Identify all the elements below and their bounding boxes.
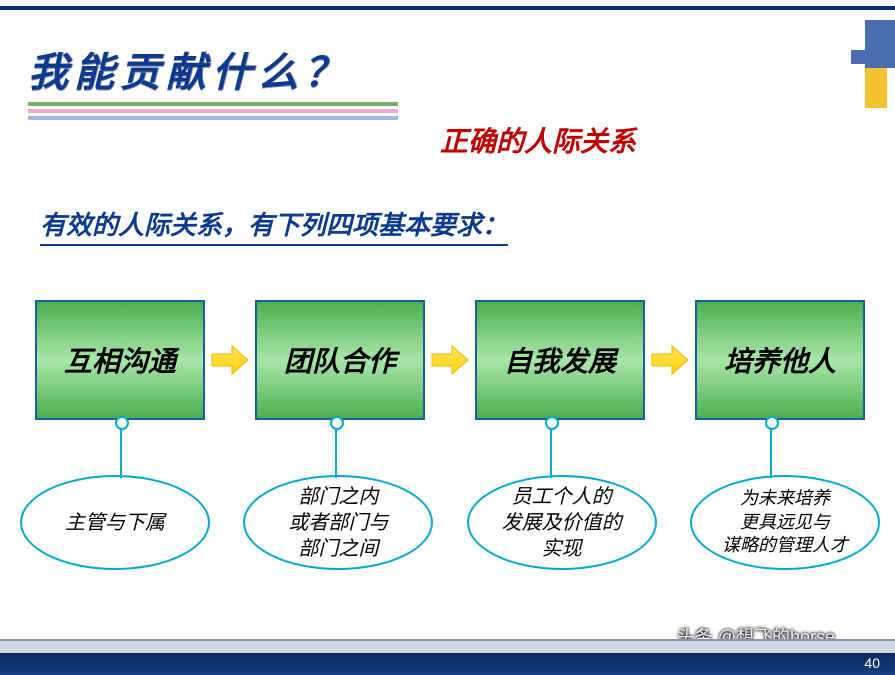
slide-subtitle: 正确的人际关系 bbox=[440, 120, 636, 160]
connector-dot bbox=[545, 416, 559, 430]
arrow-icon bbox=[210, 340, 250, 380]
flow-box-1: 互相沟通 bbox=[35, 300, 205, 420]
title-underline-3 bbox=[28, 116, 398, 120]
ellipse-row: 主管与下属 部门之内或者部门与部门之间 员工个人的发展及价值的实现 为未来培养更… bbox=[20, 475, 880, 570]
ellipse-4: 为未来培养更具远见与谋略的管理人才 bbox=[690, 475, 880, 570]
connector-dot bbox=[330, 416, 344, 430]
footer: 40 bbox=[0, 639, 895, 675]
slide: 我能贡献什么？ 正确的人际关系 有效的人际关系，有下列四项基本要求： 互相沟通 … bbox=[0, 0, 895, 675]
top-accent-bar bbox=[0, 6, 895, 10]
connector-line bbox=[335, 428, 337, 478]
flow-row: 互相沟通 团队合作 自我发展 培养他人 bbox=[35, 295, 865, 425]
corner-decoration bbox=[853, 20, 895, 100]
connector-line bbox=[550, 428, 552, 478]
slide-title: 我能贡献什么？ bbox=[28, 40, 398, 100]
footer-dark-bar: 40 bbox=[0, 653, 895, 675]
connector-dot bbox=[115, 416, 129, 430]
connector-line bbox=[770, 428, 772, 478]
flow-box-3: 自我发展 bbox=[475, 300, 645, 420]
connector-line bbox=[120, 428, 122, 478]
ellipse-1: 主管与下属 bbox=[20, 475, 210, 570]
title-underline-1 bbox=[28, 102, 398, 106]
flow-box-2: 团队合作 bbox=[255, 300, 425, 420]
corner-blue-small bbox=[851, 50, 865, 64]
ellipse-3: 员工个人的发展及价值的实现 bbox=[467, 475, 657, 570]
slide-title-block: 我能贡献什么？ bbox=[28, 40, 398, 120]
intro-text: 有效的人际关系，有下列四项基本要求： bbox=[40, 205, 508, 246]
arrow-icon bbox=[430, 340, 470, 380]
title-underline-2 bbox=[28, 109, 398, 113]
flow-box-4: 培养他人 bbox=[695, 300, 865, 420]
corner-yellow-block bbox=[865, 68, 887, 108]
ellipse-2: 部门之内或者部门与部门之间 bbox=[243, 475, 433, 570]
footer-light-bar bbox=[0, 639, 895, 653]
connector-dot bbox=[765, 416, 779, 430]
arrow-icon bbox=[650, 340, 690, 380]
corner-blue-block bbox=[865, 20, 895, 68]
page-number: 40 bbox=[864, 655, 880, 671]
